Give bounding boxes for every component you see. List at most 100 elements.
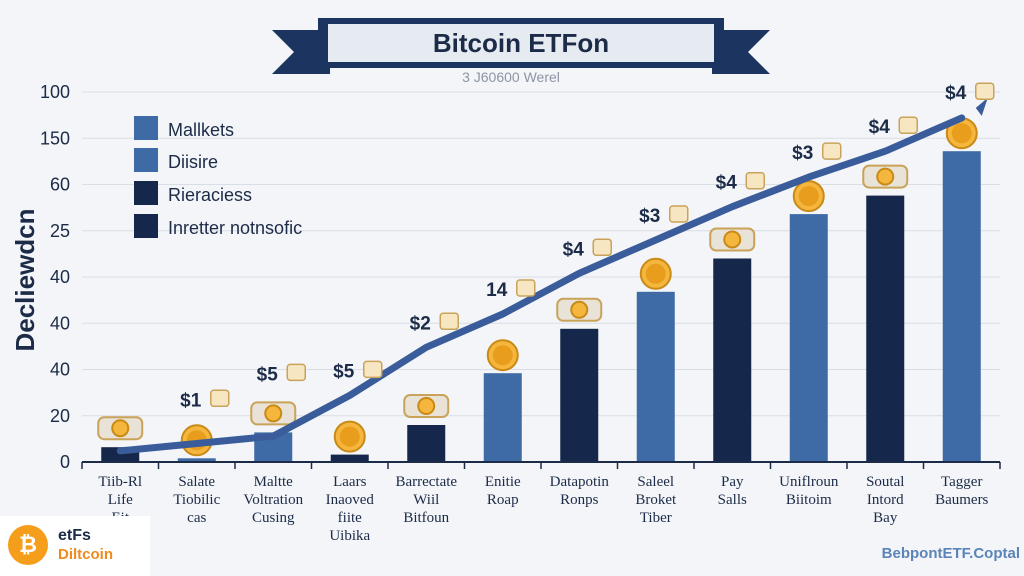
logo-line-1: etFs xyxy=(58,527,91,544)
price-label: $4 xyxy=(716,173,738,194)
price-label: $3 xyxy=(792,143,813,164)
y-tick-label: 40 xyxy=(50,360,70,380)
coin-stack-icon xyxy=(669,205,689,223)
coin-stack-icon xyxy=(745,171,765,190)
bar xyxy=(407,425,446,462)
brand-logo: ₿ etFs Diltcoin xyxy=(0,516,150,576)
price-label: $5 xyxy=(333,361,355,382)
price-label: $2 xyxy=(410,313,431,334)
bar-top-icon xyxy=(333,420,366,453)
category-label: Laars Inaoved fiite Uibika xyxy=(326,474,375,544)
coin-core-icon xyxy=(951,123,972,144)
x-axis xyxy=(81,461,1001,469)
coin-icon xyxy=(876,167,895,186)
bar xyxy=(942,151,981,462)
bar xyxy=(330,454,369,462)
coin-core-icon xyxy=(492,345,513,366)
price-label: $3 xyxy=(639,206,660,227)
price-labels: $1 $5 $5 $2 14 $4 $3 $4 $3 $4 $4 xyxy=(180,82,995,411)
chart-subtitle: 3 J60600 Werel xyxy=(462,69,560,85)
legend-label-inretter: Inretter notnsofic xyxy=(168,218,302,238)
category-label: Barrectate Wiil Bitfoun xyxy=(395,474,457,526)
coin-stack-icon xyxy=(822,142,842,160)
price-label: $5 xyxy=(257,364,279,385)
bar xyxy=(789,214,828,462)
legend: Mallkets Diisire Rieraciess Inretter not… xyxy=(134,116,302,238)
category-label: Datapotin Ronps xyxy=(550,474,610,508)
legend-swatch-diisire xyxy=(134,148,158,172)
category-label: Uniflroun Biitoim xyxy=(779,474,839,508)
source-credit: BebpontETF.Coptal xyxy=(881,545,1020,562)
price-label: $1 xyxy=(180,390,202,411)
chart-title: Bitcoin ETFon xyxy=(433,28,609,58)
y-tick-label: 20 xyxy=(50,406,70,426)
price-label: $4 xyxy=(869,117,891,138)
price-label: 14 xyxy=(486,280,508,301)
coin-icon xyxy=(111,419,130,438)
legend-swatch-inretter xyxy=(134,214,158,238)
bar xyxy=(636,291,675,462)
trend-arrowhead xyxy=(975,97,988,116)
decorations xyxy=(97,117,978,457)
bar-top-icon xyxy=(486,339,519,372)
category-label: Saleel Broket Tiber xyxy=(635,474,677,526)
bitcoin-coin-icon: ₿ xyxy=(8,525,48,565)
category-label: Maltte Voltration Cusing xyxy=(243,474,303,526)
coin-stack-icon xyxy=(363,360,383,379)
legend-swatch-rieraciess xyxy=(134,181,158,205)
y-tick-label: 40 xyxy=(50,267,70,287)
coin-core-icon xyxy=(645,263,666,284)
bar xyxy=(713,258,752,462)
legend-swatch-markets xyxy=(134,116,158,140)
bar-top-icon xyxy=(639,257,672,290)
bar-top-icon xyxy=(250,401,297,426)
title-banner: Bitcoin ETFon xyxy=(272,18,770,74)
bar-top-icon xyxy=(97,416,144,441)
price-label: $4 xyxy=(945,83,967,104)
y-tick-label: 25 xyxy=(50,221,70,241)
coin-icon xyxy=(570,300,589,319)
coin-stack-icon xyxy=(210,389,230,408)
legend-label-markets: Mallkets xyxy=(168,120,234,140)
y-tick-label: 0 xyxy=(60,452,70,472)
trend-line-layer xyxy=(116,97,988,455)
bar-top-icon xyxy=(862,164,909,189)
logo-line-2: Diltcoin xyxy=(58,546,113,563)
category-label: Soutal Intord Bay xyxy=(866,474,904,526)
y-axis-ticks: 100 150 60 25 40 40 40 20 0 xyxy=(40,82,70,472)
category-labels: Tiib-RlLifeEitSalateTiobiliccasMaltteVol… xyxy=(98,474,988,544)
coin-stack-icon xyxy=(286,363,306,382)
category-label: Enitie Roap xyxy=(485,474,521,508)
category-label: Salate Tiobilic cas xyxy=(173,474,220,526)
bar-top-icon xyxy=(945,117,978,150)
coin-icon xyxy=(264,404,283,423)
bar-series xyxy=(101,151,981,462)
coin-core-icon xyxy=(339,426,360,447)
bar xyxy=(866,195,905,462)
legend-label-diisire: Diisire xyxy=(168,152,218,172)
coin-stack-icon xyxy=(439,312,459,331)
coin-core-icon xyxy=(798,186,819,207)
price-label: $4 xyxy=(563,239,585,260)
category-label: Tagger Baumers xyxy=(935,474,988,508)
bar xyxy=(560,328,599,462)
coin-stack-icon xyxy=(975,82,995,100)
category-label: Pay Salls xyxy=(718,474,747,508)
trend-line xyxy=(116,114,966,455)
coin-stack-icon xyxy=(516,279,536,297)
bar-top-icon xyxy=(792,180,825,213)
bar xyxy=(483,373,522,462)
bar-top-icon xyxy=(556,297,603,322)
y-tick-label: 40 xyxy=(50,313,70,333)
coin-stack-icon xyxy=(592,238,612,257)
coin-icon xyxy=(723,230,742,249)
y-tick-label: 100 xyxy=(40,82,70,102)
y-tick-label: 60 xyxy=(50,175,70,195)
coin-stack-icon xyxy=(898,116,918,134)
bar-top-icon xyxy=(403,394,450,418)
coin-icon xyxy=(417,397,436,415)
bar-top-icon xyxy=(709,227,756,252)
y-tick-label: 150 xyxy=(40,128,70,148)
legend-label-rieraciess: Rieraciess xyxy=(168,185,252,205)
